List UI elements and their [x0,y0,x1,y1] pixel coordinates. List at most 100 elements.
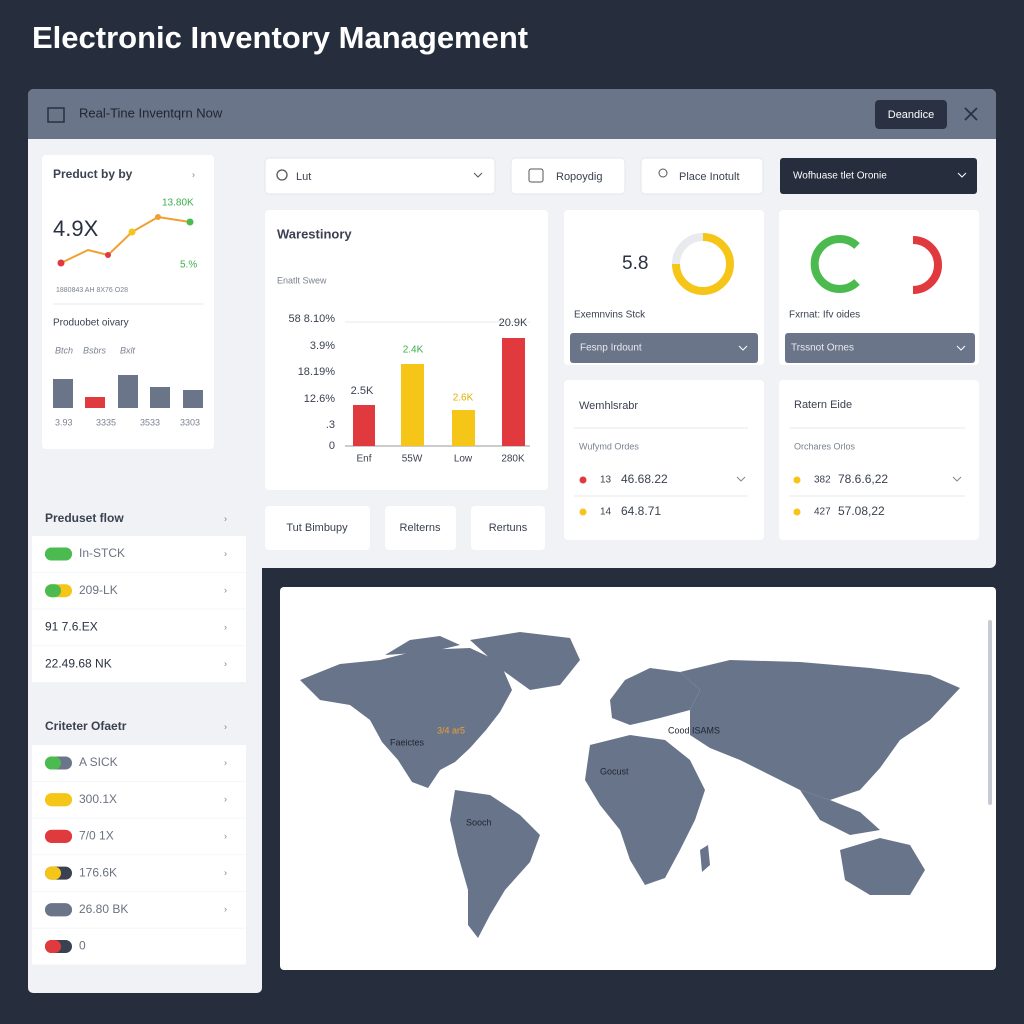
search-icon [276,169,288,181]
chevron: › [224,794,227,804]
se-asia [800,790,880,835]
bar-label: 3303 [180,417,200,427]
bar-label: 3335 [96,417,116,427]
row-dot [793,476,801,484]
action-button-label[interactable]: Relterns [400,522,441,534]
chevron: › [224,831,227,841]
dropdown-label[interactable]: Fesnp Irdount [580,343,642,354]
button-icon [658,168,668,178]
product-caption: 1880843 AH 8X76 O28 [56,287,128,294]
control-button[interactable] [510,157,626,195]
bar-label: 20.9K [499,317,528,329]
warehouse-card [265,210,548,490]
action-button-label[interactable]: Rertuns [489,522,528,534]
x-label: 280K [501,454,525,465]
arctic-islands [385,636,460,655]
status-pill [45,829,72,843]
dropdown[interactable] [780,158,977,194]
action-button[interactable] [471,506,545,550]
list-row-label: In-STCK [79,546,125,560]
action-button-label[interactable]: Tut Bimbupy [286,522,348,534]
control-button-label[interactable]: Place Inotult [679,171,740,183]
map-label: Faeictes [390,737,425,747]
arc-red [912,236,942,294]
action-button[interactable] [385,506,456,550]
status-pill [45,903,72,917]
trend-line [60,215,191,264]
list-row-label: 176.6K [79,865,117,879]
product-sub: Produobet oivary [53,318,129,329]
bar-legend: Bxlt [120,345,136,355]
list-row-label: 300.1X [79,792,117,806]
header-icon [47,107,65,123]
arc-green [810,235,860,293]
map-label: 3/4 ar5 [437,725,465,735]
list-row-label: 0 [79,939,86,953]
trend-dot [57,259,65,267]
list-row[interactable] [32,646,246,683]
list-row[interactable] [32,609,246,646]
status-pill [45,756,61,770]
header-button-label[interactable]: Deandice [888,109,934,121]
orders-label: Fxrnat: Ifv oides [789,310,860,321]
product-card-title: Preduct by by [53,167,133,181]
section-title: Criteter Ofaetr [45,719,127,733]
stock-label: Exemnvins Stck [574,310,646,321]
list-subtitle: Orchares Orlos [794,441,856,451]
africa [585,735,705,885]
product-card [42,155,214,449]
chevron: › [224,622,227,632]
row-dot [579,508,587,516]
criteria-list: A SICK › 300.1X › 7/0 1X › 176.6K › 26.80 BK › 0 [32,745,246,965]
chevron: › [224,585,227,595]
map-label: Sooch [466,817,492,827]
chevron: › [224,513,227,523]
status-pill [45,584,61,598]
chevron [956,345,966,351]
dropdown[interactable] [570,333,758,363]
warehouse-list [564,380,764,540]
status-pill [45,866,61,880]
product-big: 4.9X [53,216,99,241]
control-button[interactable] [640,157,764,195]
greenland [470,632,580,690]
dropdown-label[interactable]: Wofhuase tlet Oronie [793,171,887,182]
asia [680,660,960,800]
bar-label: 2.5K [351,385,374,397]
mini-bar [53,379,73,408]
chevron: › [224,757,227,767]
header-button[interactable] [875,100,947,129]
dropdown[interactable] [785,333,975,363]
chevron: › [224,658,227,668]
chevron: › [224,548,227,558]
warehouse-subtitle: Enatlt Swew [277,275,327,285]
row-id: 14 [600,507,612,518]
status-pill [45,940,61,953]
row-dot [579,476,587,484]
list-row-label: 22.49.68 NK [45,656,112,670]
mini-bar [118,375,138,408]
action-button[interactable] [265,506,370,550]
row-value: 46.68.22 [621,472,668,486]
search-text[interactable]: Lut [296,171,311,183]
list-row-label: 7/0 1X [79,829,114,843]
panel-header [28,89,996,139]
dropdown-label[interactable]: Trssnot Ornes [791,343,854,354]
row-dot [793,508,801,516]
x-label: 55W [402,454,423,465]
chevron [952,476,962,482]
list-subtitle: Wufymd Ordes [579,441,639,451]
x-label: Enf [356,454,371,465]
scrollbar[interactable] [988,620,992,805]
search-box[interactable] [264,157,496,195]
control-button-label[interactable]: Ropoydig [556,171,602,183]
mini-bar [150,387,170,408]
donut-track [672,233,704,265]
row-id: 13 [600,475,612,486]
chevron [736,476,746,482]
bar-label: 3533 [140,417,160,427]
list-title: Ratern Eide [794,399,852,411]
close-button[interactable] [964,107,978,121]
axis-label: 3.9% [310,340,335,352]
